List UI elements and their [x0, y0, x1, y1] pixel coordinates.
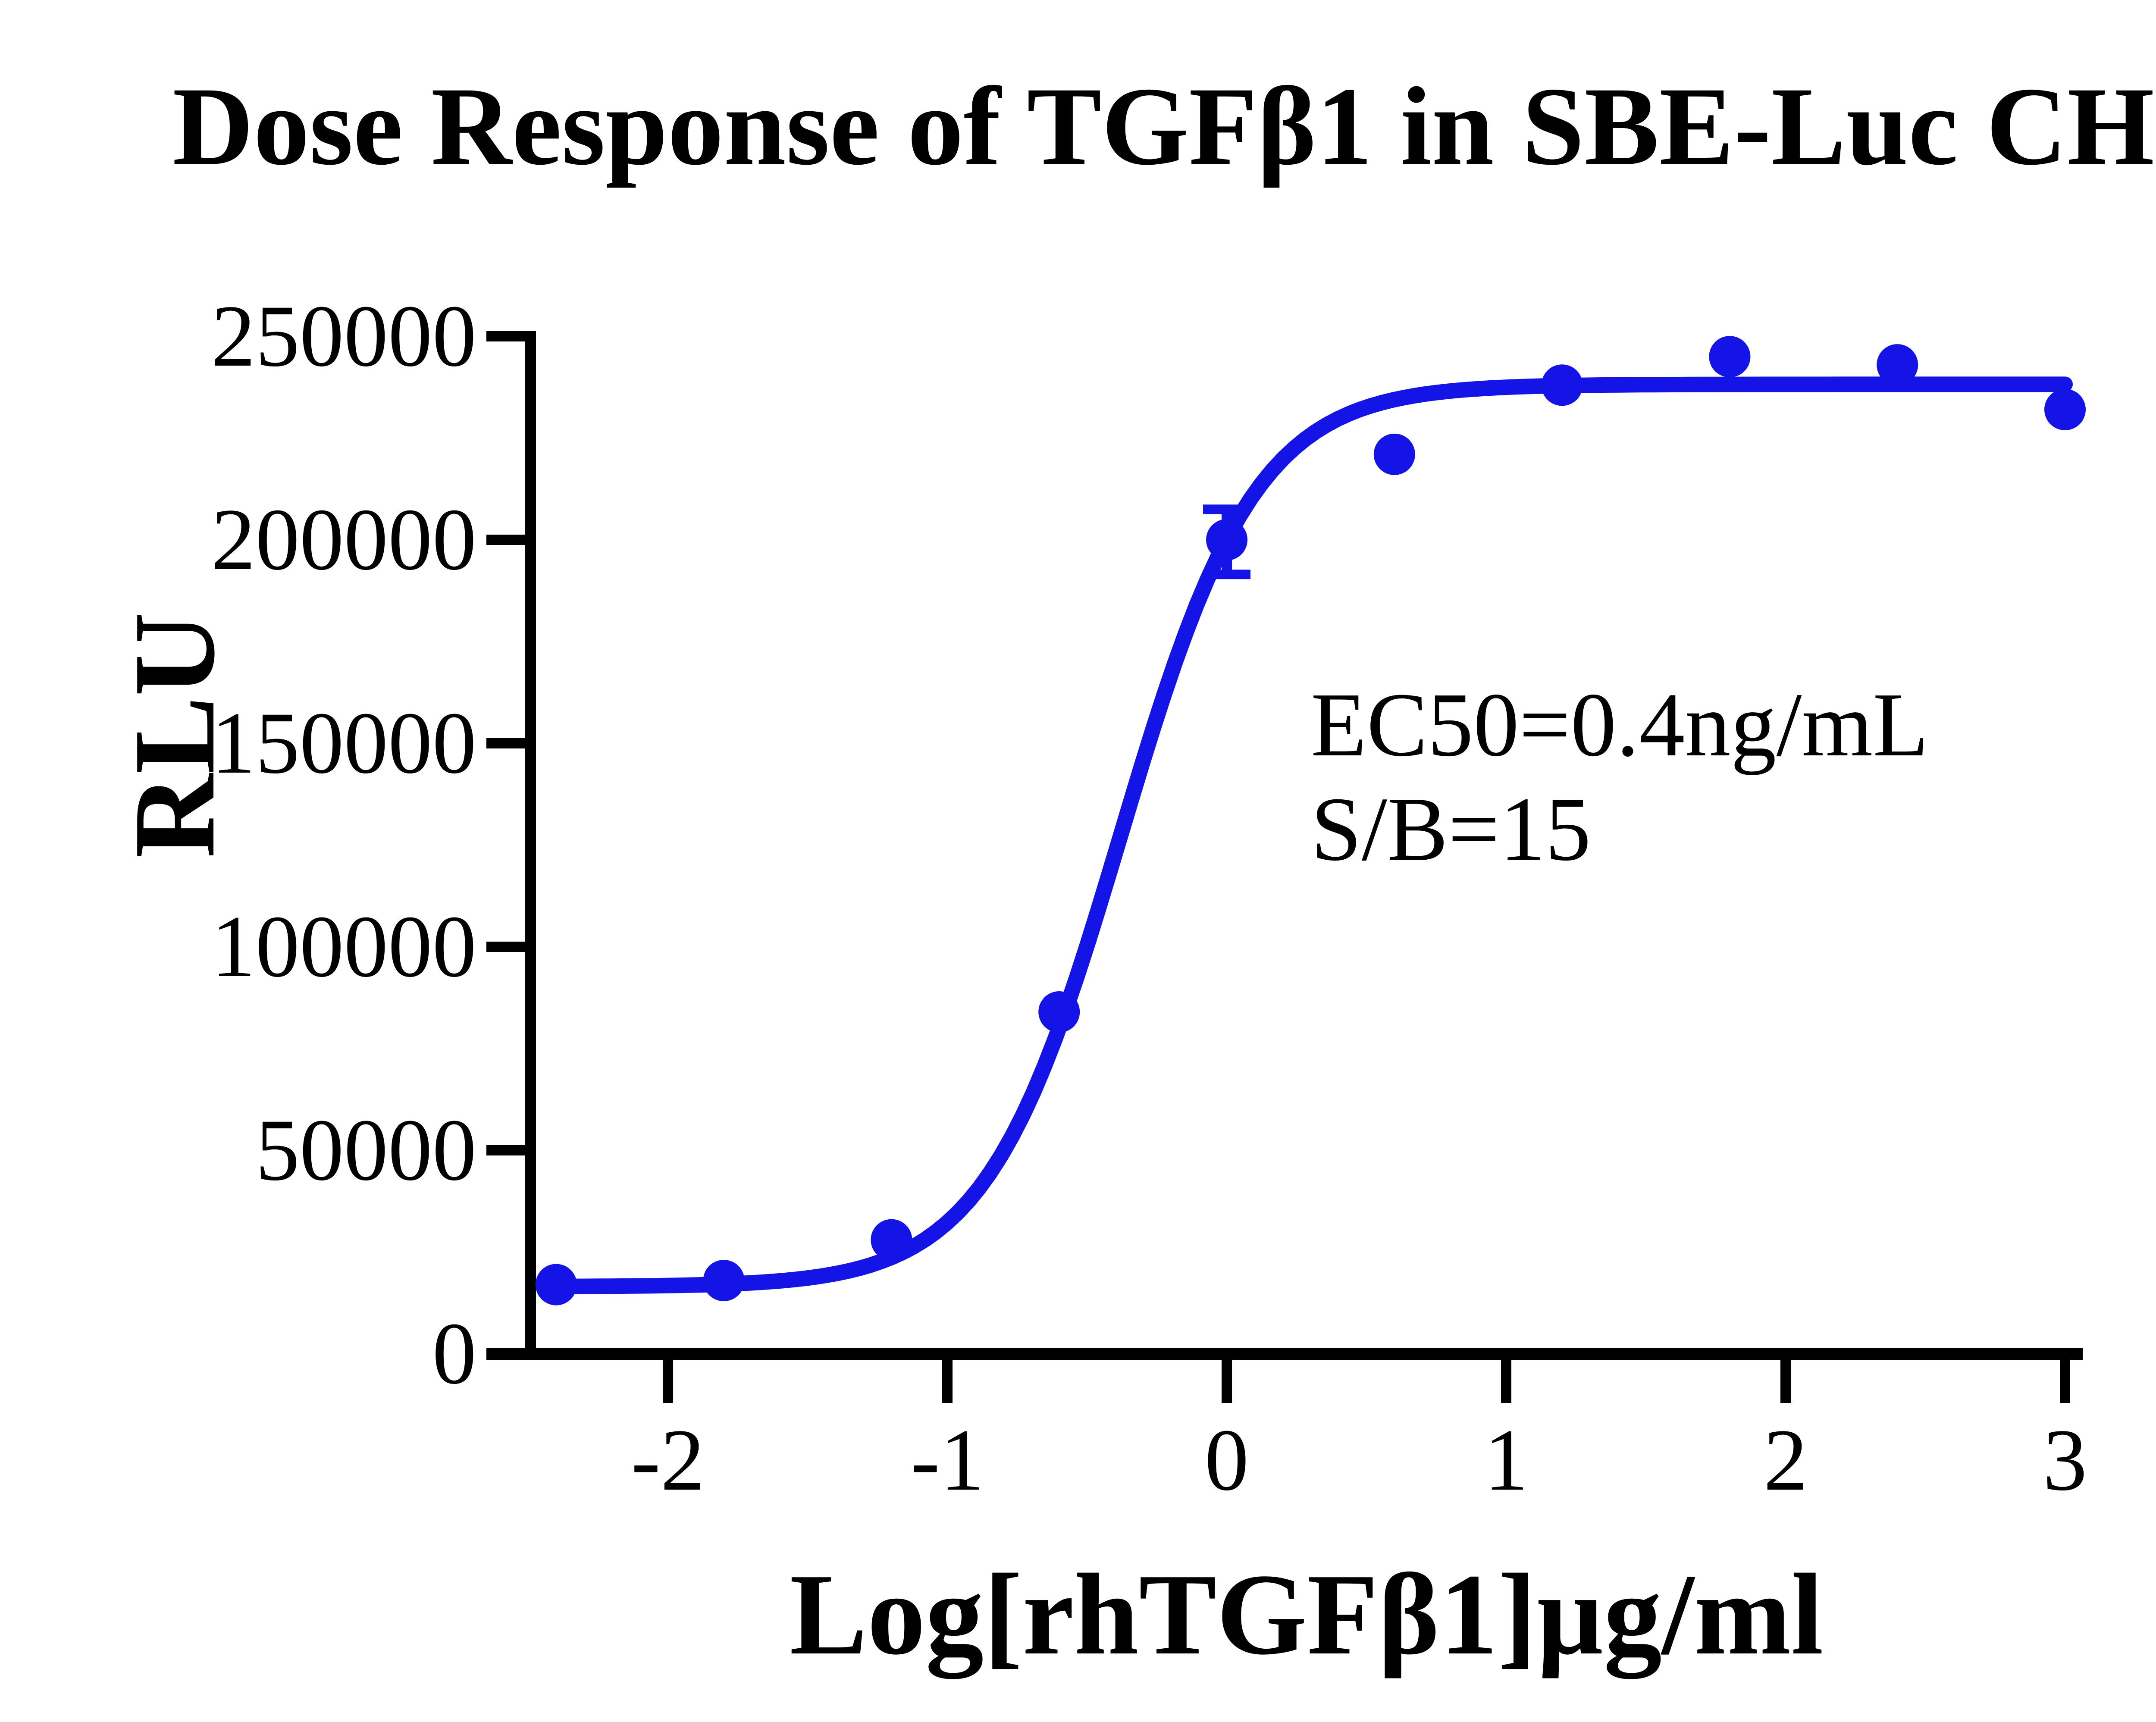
x-tick-label: -2	[631, 1411, 705, 1509]
y-tick-label: 100000	[211, 898, 476, 996]
x-tick-label: 1	[1484, 1411, 1529, 1509]
y-tick-mark	[486, 331, 526, 341]
y-tick-label: 250000	[211, 287, 476, 385]
x-tick-mark	[2060, 1360, 2070, 1403]
y-tick-mark	[486, 1145, 526, 1155]
data-point	[703, 1260, 745, 1302]
y-tick-mark	[486, 738, 526, 748]
fit-annotation: EC50=0.4ng/mL S/B=15	[1311, 673, 1929, 881]
data-point	[1373, 433, 1415, 475]
y-tick-mark	[486, 942, 526, 952]
y-tick-label: 150000	[211, 694, 476, 792]
y-tick-label: 200000	[211, 491, 476, 589]
y-axis-title: RLU	[110, 612, 239, 858]
annotation-signal-to-background: S/B=15	[1311, 778, 1591, 880]
x-axis-title: Log[rhTGFβ1]µg/ml	[790, 1550, 1824, 1679]
y-tick-label: 0	[432, 1305, 477, 1403]
y-tick-mark	[486, 1349, 526, 1359]
x-tick-mark	[1222, 1360, 1232, 1403]
chart-title: Dose Response of TGFβ1 in SBE-Luc CHO (C…	[172, 64, 2156, 188]
annotation-ec50: EC50=0.4ng/mL	[1311, 674, 1929, 775]
x-tick-label: 2	[1764, 1411, 1808, 1509]
x-tick-mark	[663, 1360, 673, 1403]
x-tick-mark	[942, 1360, 953, 1403]
y-tick-label: 50000	[256, 1101, 477, 1199]
x-tick-label: 3	[2043, 1411, 2087, 1509]
x-tick-label: -1	[911, 1411, 984, 1509]
x-tick-mark	[1780, 1360, 1791, 1403]
data-point	[871, 1219, 912, 1261]
x-tick-label: 0	[1205, 1411, 1249, 1509]
data-point	[1709, 336, 1751, 378]
x-tick-mark	[1501, 1360, 1511, 1403]
data-point	[535, 1264, 577, 1306]
y-tick-mark	[486, 535, 526, 545]
fit-curve	[537, 376, 2073, 1294]
data-point	[1038, 991, 1080, 1033]
y-axis-line	[525, 331, 536, 1360]
data-point	[1206, 519, 1247, 560]
data-point	[1877, 344, 1918, 386]
data-point	[2044, 388, 2086, 430]
x-axis-line	[486, 1348, 2083, 1360]
data-point	[1541, 364, 1583, 406]
